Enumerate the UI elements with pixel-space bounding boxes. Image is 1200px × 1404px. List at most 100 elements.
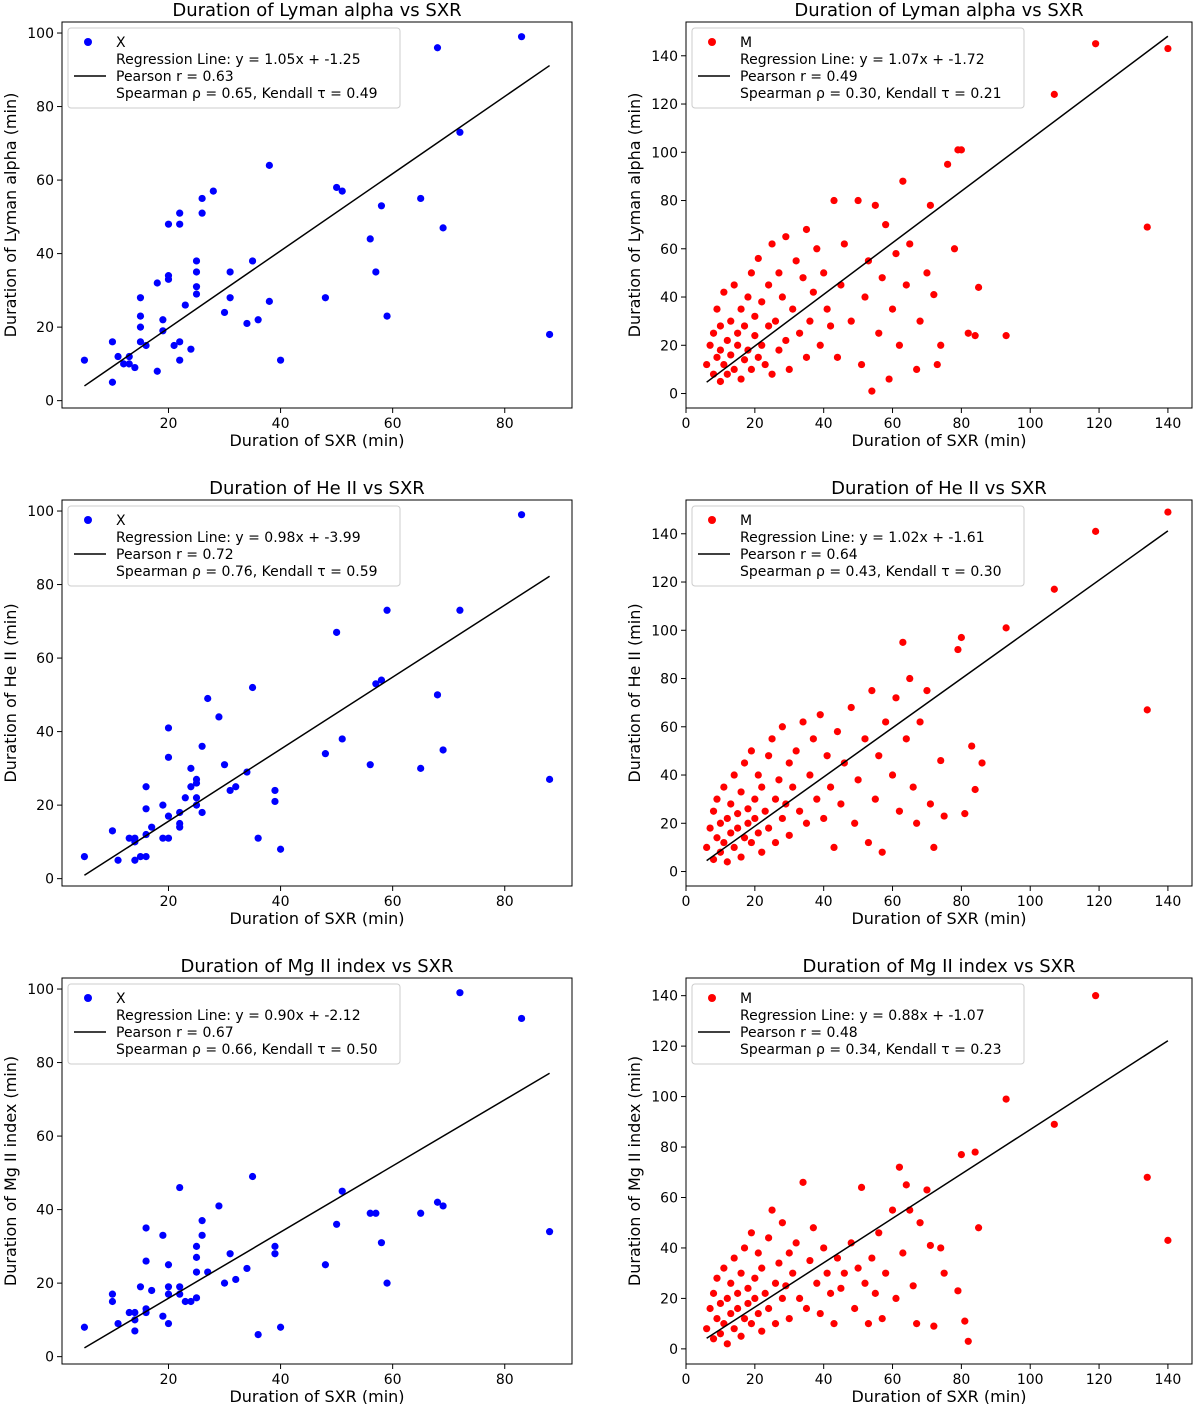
data-point: [164, 724, 173, 732]
data-point: [192, 794, 201, 802]
data-point: [754, 1249, 762, 1257]
data-point: [192, 257, 201, 265]
data-point: [775, 1259, 783, 1267]
data-point: [785, 831, 793, 839]
data-point: [785, 1314, 793, 1323]
data-point: [1143, 706, 1151, 714]
legend-stat: Pearson r = 0.64: [740, 547, 858, 563]
data-point: [159, 1312, 167, 1320]
y-tick-label: 80: [660, 1140, 678, 1156]
plot-frame: [61, 977, 573, 1365]
data-point: [706, 341, 714, 349]
data-point: [754, 1309, 762, 1318]
data-point: [871, 1289, 879, 1297]
data-point: [125, 360, 133, 368]
data-point: [727, 1309, 735, 1318]
data-point: [854, 776, 862, 784]
plot-frame: [685, 21, 1193, 409]
plot-area: [80, 33, 554, 387]
data-point: [1164, 508, 1172, 516]
data-point: [957, 633, 965, 642]
data-point: [937, 1244, 945, 1252]
data-point: [716, 377, 725, 386]
data-point: [114, 352, 122, 361]
data-point: [136, 338, 145, 346]
data-point: [383, 606, 391, 614]
data-point: [153, 367, 161, 375]
y-tick-label: 100: [651, 1090, 678, 1106]
data-point: [164, 753, 173, 761]
data-point: [1002, 332, 1010, 340]
data-point: [806, 1256, 814, 1265]
chart-title: Duration of Mg II index vs SXR: [803, 956, 1076, 977]
data-point: [913, 365, 921, 373]
data-point: [1092, 992, 1100, 1000]
data-point: [833, 353, 842, 361]
data-point: [751, 795, 759, 803]
data-point: [720, 288, 728, 296]
y-tick-label: 80: [36, 100, 54, 116]
data-point: [899, 177, 907, 185]
data-point: [826, 783, 835, 791]
y-tick-label: 0: [669, 1342, 678, 1358]
y-tick-label: 40: [36, 247, 54, 263]
legend-stat: Pearson r = 0.49: [740, 69, 858, 85]
data-point: [176, 1283, 184, 1291]
data-point: [198, 742, 206, 750]
data-point: [720, 783, 728, 791]
data-point: [187, 1297, 195, 1306]
data-point: [136, 312, 145, 320]
data-point: [926, 201, 934, 209]
data-point: [747, 747, 756, 755]
data-point: [720, 838, 728, 847]
data-point: [164, 812, 173, 820]
data-point: [737, 1332, 745, 1340]
data-point: [888, 771, 897, 779]
data-point: [971, 332, 979, 340]
x-tick-label: 80: [952, 416, 970, 432]
data-point: [372, 1209, 380, 1217]
data-point: [136, 323, 145, 331]
data-point: [192, 775, 201, 783]
data-point: [176, 220, 184, 228]
x-axis-label: Duration of SXR (min): [851, 909, 1026, 928]
data-point: [875, 329, 883, 337]
legend-stat: Spearman ρ = 0.66, Kendall τ = 0.50: [116, 1042, 378, 1058]
y-tick-label: 40: [660, 1241, 678, 1257]
data-point: [706, 1304, 714, 1313]
x-axis-label: Duration of SXR (min): [851, 431, 1026, 450]
data-point: [978, 759, 986, 767]
data-point: [713, 1274, 721, 1282]
y-tick-label: 100: [651, 145, 678, 161]
data-point: [545, 775, 554, 783]
y-tick-label: 0: [45, 872, 54, 888]
data-point: [254, 834, 262, 842]
data-point: [785, 365, 793, 373]
data-point: [830, 196, 838, 205]
data-point: [882, 1269, 890, 1277]
data-point: [737, 305, 745, 313]
data-point: [220, 761, 229, 769]
data-point: [417, 194, 425, 203]
data-point: [108, 1290, 117, 1298]
y-tick-label: 40: [36, 1203, 54, 1219]
x-tick-label: 40: [815, 894, 833, 910]
data-point: [176, 808, 184, 817]
data-point: [906, 240, 914, 248]
data-point: [968, 742, 976, 750]
y-tick-label: 60: [36, 173, 54, 189]
x-axis-label: Duration of SXR (min): [229, 431, 404, 450]
data-point: [198, 808, 206, 817]
data-point: [727, 800, 735, 808]
y-tick-label: 140: [651, 527, 678, 543]
data-point: [276, 1323, 285, 1331]
data-point: [837, 800, 845, 808]
data-point: [159, 316, 167, 324]
legend-box: [691, 983, 1025, 1065]
data-point: [809, 1224, 817, 1232]
data-point: [799, 718, 807, 726]
legend-line-label: Regression Line: y = 0.98x + -3.99: [116, 530, 361, 546]
data-point: [1002, 624, 1010, 632]
data-point: [909, 783, 917, 791]
